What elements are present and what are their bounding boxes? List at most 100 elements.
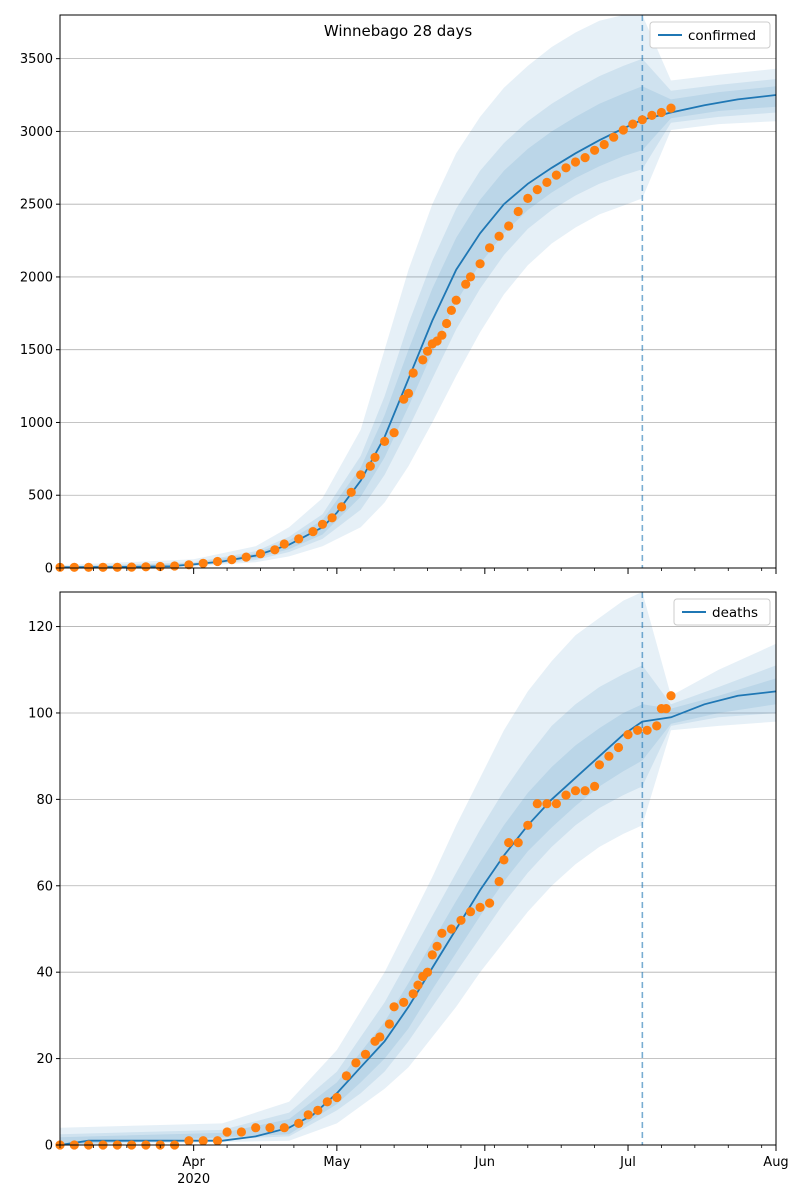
observed-point: [666, 103, 676, 113]
uncertainty-band-2: [60, 58, 776, 568]
observed-point: [141, 562, 151, 572]
observed-point: [652, 721, 662, 731]
observed-point: [294, 1118, 304, 1128]
observed-point: [98, 562, 108, 572]
observed-point: [561, 790, 571, 800]
observed-point: [637, 115, 647, 125]
observed-point: [270, 545, 280, 555]
observed-point: [475, 259, 485, 269]
observed-point: [408, 368, 418, 378]
observed-point: [437, 330, 447, 340]
observed-point: [485, 243, 495, 253]
observed-point: [313, 1105, 323, 1115]
y-tick-label: 20: [36, 1052, 53, 1067]
observed-point: [451, 295, 461, 305]
observed-point: [212, 1136, 223, 1146]
observed-point: [446, 924, 456, 934]
observed-point: [513, 206, 523, 217]
deaths-axes-frame: [59, 591, 777, 1146]
observed-point: [370, 452, 380, 462]
y-tick-label: 60: [36, 879, 53, 894]
y-tick-label: 2500: [20, 198, 53, 213]
observed-point: [360, 1049, 371, 1059]
observed-point: [413, 980, 423, 990]
observed-point: [618, 125, 628, 135]
y-tick-label: 0: [45, 1139, 53, 1154]
observed-point: [332, 1092, 342, 1103]
observed-point: [513, 838, 523, 848]
observed-point: [666, 691, 676, 701]
observed-point: [499, 855, 509, 865]
observed-point: [647, 110, 657, 120]
observed-point: [551, 170, 562, 180]
legend-box: [673, 598, 771, 626]
observed-point: [399, 997, 409, 1008]
y-tick-label: 3000: [20, 125, 53, 140]
observed-point: [623, 730, 633, 740]
observed-point: [356, 470, 366, 480]
observed-point: [317, 519, 328, 529]
confirmed-x-axis: [59, 568, 777, 574]
observed-point: [303, 1110, 313, 1120]
legend-label-confirmed: confirmed: [688, 28, 756, 44]
observed-point: [184, 560, 194, 570]
observed-point: [389, 1002, 399, 1012]
observed-point: [599, 139, 609, 150]
observed-point: [279, 539, 289, 549]
observed-point: [184, 1136, 194, 1146]
deaths-observed-points: [55, 691, 676, 1150]
deaths-legend[interactable]: deaths: [673, 598, 771, 626]
observed-point: [542, 799, 552, 809]
observed-point: [375, 1032, 385, 1042]
confirmed-panel: 0 500 1000 1500 2000 2500 3000 3500 Winnebago 2…: [20, 14, 777, 577]
observed-point: [580, 153, 590, 163]
observed-point: [112, 562, 122, 572]
observed-point: [170, 561, 180, 571]
observed-point: [432, 941, 442, 951]
x-tick-label: Aug: [763, 1155, 788, 1170]
confirmed-observed-points: [55, 103, 676, 572]
observed-point: [294, 534, 304, 544]
observed-point: [570, 786, 581, 796]
observed-point: [422, 967, 433, 977]
observed-point: [442, 318, 452, 329]
observed-point: [279, 1123, 289, 1133]
y-tick-label: 1000: [20, 416, 53, 431]
observed-point: [590, 145, 600, 155]
observed-point: [485, 898, 495, 908]
observed-point: [127, 562, 137, 572]
x-tick-label: Jul: [619, 1155, 636, 1170]
observed-point: [69, 562, 79, 572]
legend-label-deaths: deaths: [712, 605, 758, 621]
y-tick-label: 100: [28, 706, 53, 721]
confirmed-axes-frame: [59, 14, 777, 569]
x-tick-label: Jun: [474, 1155, 495, 1170]
observed-point: [155, 561, 165, 572]
uncertainty-band-3: [60, 86, 776, 568]
observed-point: [408, 989, 418, 999]
observed-point: [198, 558, 208, 568]
observed-point: [341, 1071, 351, 1081]
observed-point: [561, 163, 571, 173]
observed-point: [590, 781, 600, 792]
confirmed-gridlines: [60, 58, 776, 496]
observed-point: [604, 751, 614, 761]
confirmed-y-axis: 0 500 1000 1500 2000 2500 3000 3500: [20, 52, 60, 577]
observed-point: [609, 132, 619, 142]
observed-point: [656, 107, 667, 118]
observed-point: [523, 193, 533, 203]
observed-point: [365, 461, 375, 471]
deaths-y-axis: 0 20 40 60 80 100 120: [28, 620, 60, 1154]
deaths-gridlines: [60, 626, 776, 1059]
observed-point: [322, 1097, 332, 1107]
legend-box: [649, 21, 771, 49]
y-tick-label: 1500: [20, 343, 53, 358]
observed-point: [580, 786, 590, 796]
y-tick-label: 80: [36, 793, 53, 808]
observed-point: [494, 876, 504, 887]
confirmed-legend[interactable]: confirmed: [649, 21, 771, 49]
y-tick-label: 500: [28, 489, 53, 504]
observed-point: [628, 119, 638, 129]
observed-point: [327, 513, 337, 523]
